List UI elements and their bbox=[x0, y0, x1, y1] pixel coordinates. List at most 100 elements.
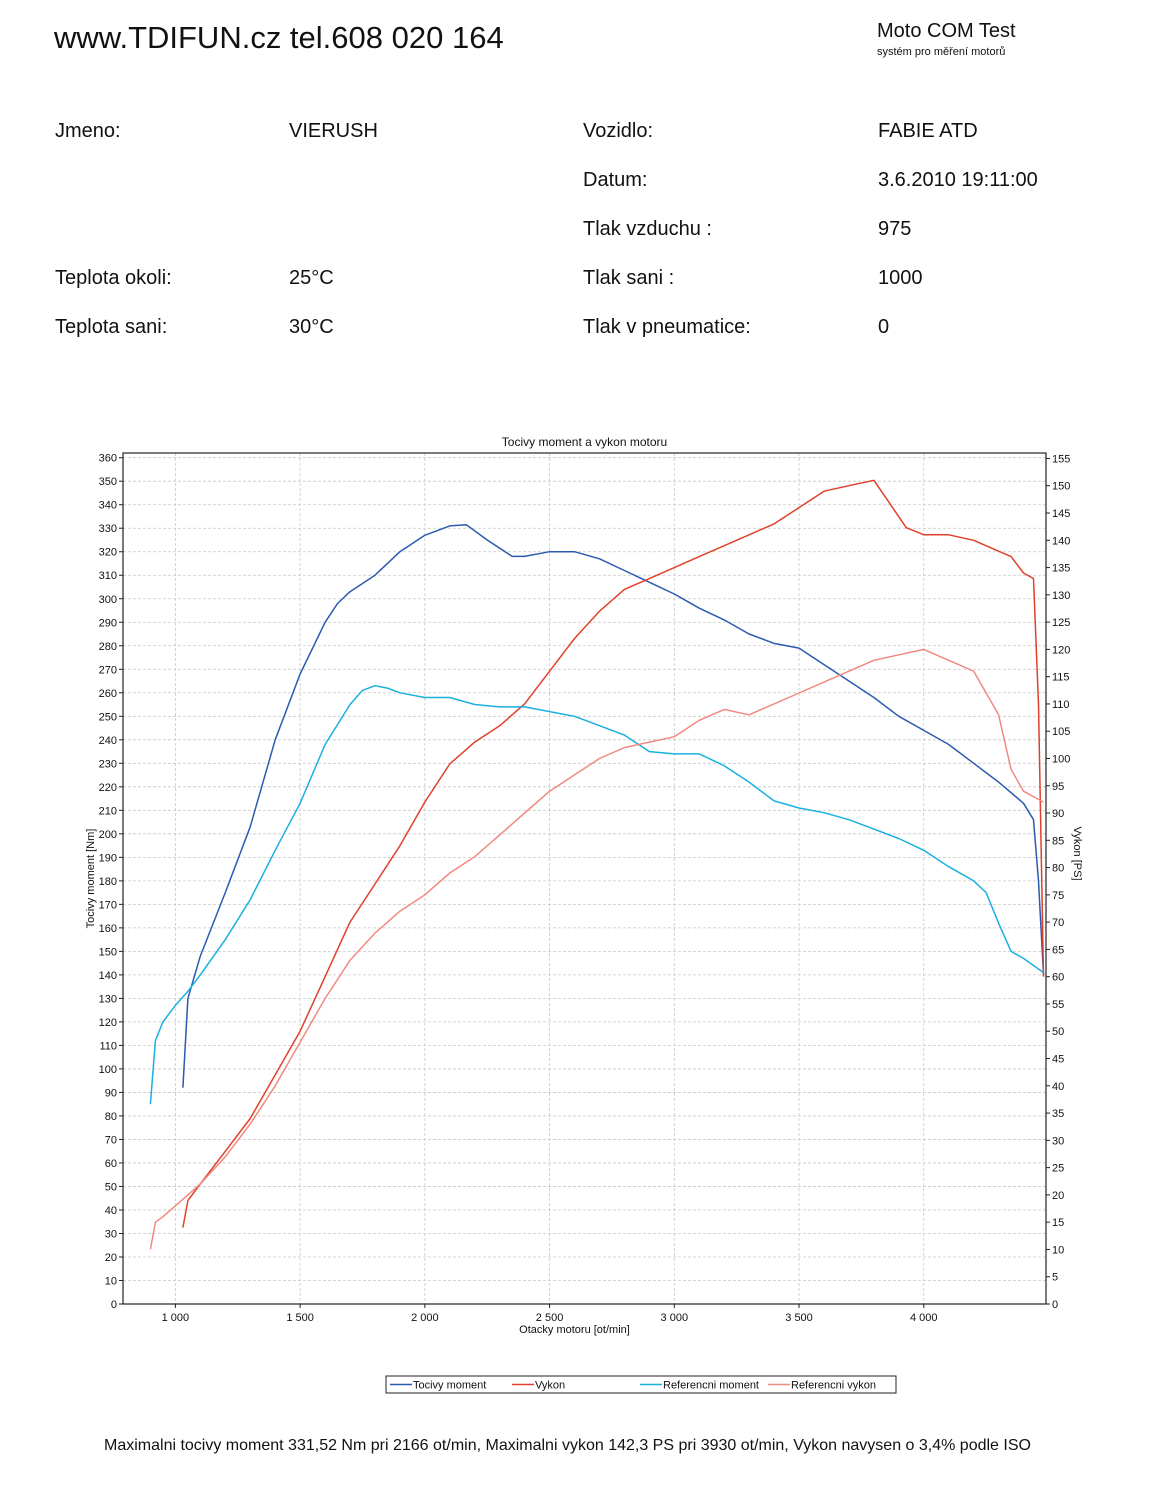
y2-tick-label: 55 bbox=[1052, 999, 1064, 1011]
vozidlo-label: Vozidlo: bbox=[583, 120, 654, 142]
y-tick-label: 340 bbox=[99, 500, 117, 512]
y-tick-label: 50 bbox=[105, 1181, 117, 1193]
y-tick-label: 0 bbox=[111, 1299, 117, 1311]
series-line-3 bbox=[149, 684, 1044, 1105]
y2-tick-label: 150 bbox=[1052, 481, 1070, 493]
y-tick-label: 230 bbox=[99, 758, 117, 770]
tlak-vzduchu-label: Tlak vzduchu : bbox=[583, 218, 712, 240]
y2-tick-label: 75 bbox=[1052, 890, 1064, 902]
y2-tick-label: 130 bbox=[1052, 590, 1070, 602]
x-tick-label: 4 000 bbox=[910, 1312, 938, 1324]
y2-tick-label: 15 bbox=[1052, 1217, 1064, 1229]
y-tick-label: 240 bbox=[99, 735, 117, 747]
y2-tick-label: 115 bbox=[1052, 672, 1070, 684]
y-tick-label: 320 bbox=[99, 547, 117, 559]
y2-tick-label: 35 bbox=[1052, 1108, 1064, 1120]
plot-frame bbox=[122, 452, 1047, 1305]
tlak-vzduchu-value: 975 bbox=[878, 218, 912, 240]
y2-tick-label: 100 bbox=[1052, 753, 1070, 765]
y2-tick-label: 5 bbox=[1052, 1272, 1058, 1284]
site-header: www.TDIFUN.cz tel.608 020 164 bbox=[54, 20, 504, 55]
series-line-4 bbox=[149, 648, 1044, 1250]
datum-value: 3.6.2010 19:11:00 bbox=[878, 169, 1038, 191]
y2-tick-label: 30 bbox=[1052, 1135, 1064, 1147]
y2-tick-label: 20 bbox=[1052, 1190, 1064, 1202]
y-tick-label: 40 bbox=[105, 1205, 117, 1217]
y-tick-label: 270 bbox=[99, 664, 117, 676]
series-line-1 bbox=[182, 523, 1045, 1088]
legend-label: Tocivy moment bbox=[413, 1380, 486, 1392]
x-tick-label: 3 000 bbox=[661, 1312, 689, 1324]
y-tick-label: 190 bbox=[99, 852, 117, 864]
y2-tick-label: 135 bbox=[1052, 563, 1070, 575]
teplota-sani-value: 30°C bbox=[289, 316, 334, 338]
y-tick-label: 30 bbox=[105, 1228, 117, 1240]
y2-tick-label: 105 bbox=[1052, 726, 1070, 738]
teplota-sani-label: Teplota sani: bbox=[55, 316, 168, 338]
jmeno-value: VIERUSH bbox=[289, 120, 378, 142]
brand-title: Moto COM Test bbox=[877, 20, 1016, 42]
y-tick-label: 80 bbox=[105, 1111, 117, 1123]
y-axis-label: Tocivy moment [Nm] bbox=[85, 829, 97, 929]
tlak-sani-value: 1000 bbox=[878, 267, 923, 289]
y2-tick-label: 120 bbox=[1052, 644, 1070, 656]
y-tick-label: 300 bbox=[99, 594, 117, 606]
teplota-okoli-label: Teplota okoli: bbox=[55, 267, 172, 289]
y2-tick-label: 110 bbox=[1052, 699, 1070, 711]
y2-tick-label: 145 bbox=[1052, 508, 1070, 520]
y2-tick-label: 65 bbox=[1052, 944, 1064, 956]
y-tick-label: 210 bbox=[99, 805, 117, 817]
summary-line: Maximalni tocivy moment 331,52 Nm pri 21… bbox=[104, 1437, 1031, 1454]
vozidlo-value: FABIE ATD bbox=[878, 120, 978, 142]
y-tick-label: 100 bbox=[99, 1064, 117, 1076]
y2-tick-label: 0 bbox=[1052, 1299, 1058, 1311]
y-tick-label: 160 bbox=[99, 923, 117, 935]
y2-tick-label: 40 bbox=[1052, 1081, 1064, 1093]
y-tick-label: 310 bbox=[99, 570, 117, 582]
y-tick-label: 140 bbox=[99, 970, 117, 982]
tlak-sani-label: Tlak sani : bbox=[583, 267, 675, 289]
series-line-2 bbox=[182, 479, 1045, 1228]
teplota-okoli-value: 25°C bbox=[289, 267, 334, 289]
x-tick-label: 2 500 bbox=[536, 1312, 564, 1324]
y-tick-label: 120 bbox=[99, 1017, 117, 1029]
brand-subtitle: systém pro měření motorů bbox=[877, 46, 1006, 58]
y-tick-label: 360 bbox=[99, 453, 117, 465]
y2-tick-label: 95 bbox=[1052, 781, 1064, 793]
x-tick-label: 2 000 bbox=[411, 1312, 439, 1324]
legend-label: Vykon bbox=[535, 1380, 565, 1392]
y2-tick-label: 140 bbox=[1052, 535, 1070, 547]
y-tick-label: 70 bbox=[105, 1134, 117, 1146]
y-tick-label: 20 bbox=[105, 1252, 117, 1264]
y-tick-label: 10 bbox=[105, 1275, 117, 1287]
y-tick-label: 130 bbox=[99, 993, 117, 1005]
legend-label: Referencni moment bbox=[663, 1380, 759, 1392]
y-tick-label: 260 bbox=[99, 688, 117, 700]
y2-tick-label: 60 bbox=[1052, 972, 1064, 984]
y2-tick-label: 80 bbox=[1052, 863, 1064, 875]
y2-tick-label: 85 bbox=[1052, 835, 1064, 847]
x-tick-label: 1 000 bbox=[162, 1312, 190, 1324]
y2-axis-label: Vykon [PS] bbox=[1071, 826, 1083, 880]
chart-title: Tocivy moment a vykon motoru bbox=[502, 435, 667, 449]
y2-tick-label: 70 bbox=[1052, 917, 1064, 929]
y-tick-label: 220 bbox=[99, 782, 117, 794]
tlak-pneu-value: 0 bbox=[878, 316, 890, 338]
x-axis-label: Otacky motoru [ot/min] bbox=[519, 1324, 630, 1336]
y2-tick-label: 155 bbox=[1052, 453, 1070, 465]
y2-tick-label: 25 bbox=[1052, 1163, 1064, 1175]
y-tick-label: 170 bbox=[99, 899, 117, 911]
y-tick-label: 350 bbox=[99, 476, 117, 488]
y-tick-label: 180 bbox=[99, 876, 117, 888]
y2-tick-label: 90 bbox=[1052, 808, 1064, 820]
y2-tick-label: 10 bbox=[1052, 1244, 1064, 1256]
datum-label: Datum: bbox=[583, 169, 648, 191]
y-tick-label: 290 bbox=[99, 617, 117, 629]
y-tick-label: 150 bbox=[99, 946, 117, 958]
y-tick-label: 60 bbox=[105, 1158, 117, 1170]
y-tick-label: 330 bbox=[99, 523, 117, 535]
dyno-chart: Tocivy moment a vykon motoru010203040506… bbox=[85, 435, 1083, 1394]
x-tick-label: 3 500 bbox=[785, 1312, 813, 1324]
tlak-pneu-label: Tlak v pneumatice: bbox=[583, 316, 751, 338]
y-tick-label: 110 bbox=[99, 1040, 117, 1052]
